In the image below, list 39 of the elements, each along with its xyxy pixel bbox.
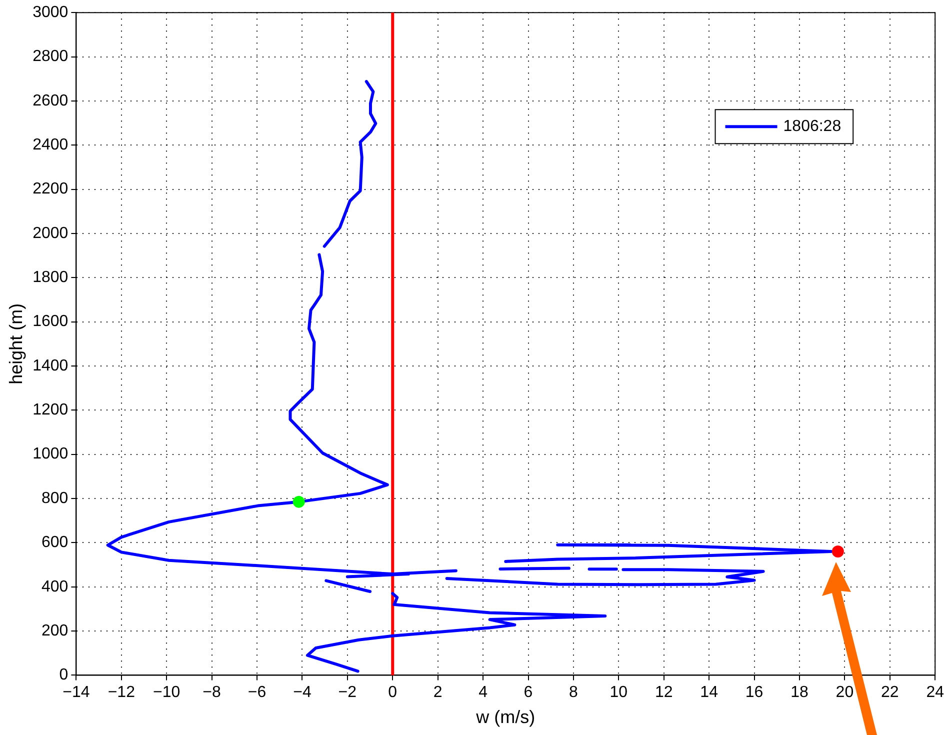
x-tick-label: 20 [836, 684, 854, 702]
legend-label: 1806:28 [783, 118, 842, 136]
y-tick-label: 3000 [32, 4, 68, 22]
x-tick-label: 14 [700, 684, 718, 702]
x-tick-label: −2 [338, 684, 357, 702]
x-tick-label: −10 [153, 684, 180, 702]
x-tick-label: 10 [610, 684, 628, 702]
x-tick-label: −8 [202, 684, 222, 702]
y-tick-label: 400 [41, 578, 68, 596]
x-tick-label: 22 [880, 684, 899, 702]
x-tick-label: 4 [478, 684, 488, 702]
y-tick-label: 2600 [32, 92, 68, 110]
x-tick-label: 24 [926, 684, 944, 702]
x-tick-label: 12 [654, 684, 673, 702]
x-tick-label: −6 [248, 684, 266, 702]
x-tick-label: 16 [745, 684, 764, 702]
x-tick-label: −12 [108, 684, 136, 702]
x-tick-label: −14 [62, 684, 90, 702]
y-tick-label: 2200 [32, 180, 68, 198]
x-axis-title: w (m/s) [475, 707, 536, 728]
x-tick-label: −4 [293, 684, 312, 702]
y-tick-label: 200 [41, 622, 68, 640]
y-tick-label: 1600 [32, 313, 68, 330]
y-tick-label: 1000 [32, 446, 68, 463]
y-tick-label: 1400 [32, 357, 68, 374]
y-tick-label: 0 [59, 666, 68, 684]
y-tick-label: 800 [41, 490, 68, 507]
y-tick-label: 600 [41, 534, 68, 552]
x-tick-label: 18 [790, 684, 808, 702]
y-tick-label: 2000 [32, 224, 68, 242]
x-tick-label: 2 [433, 684, 442, 702]
y-tick-label: 1800 [32, 269, 68, 286]
y-tick-label: 2400 [32, 136, 68, 154]
x-tick-label: 8 [569, 684, 578, 702]
y-tick-label: 2800 [32, 48, 68, 66]
x-tick-label: 0 [388, 684, 398, 702]
y-tick-label: 1200 [32, 402, 68, 419]
y-axis-title: height (m) [6, 303, 26, 384]
x-tick-label: 6 [524, 684, 533, 702]
